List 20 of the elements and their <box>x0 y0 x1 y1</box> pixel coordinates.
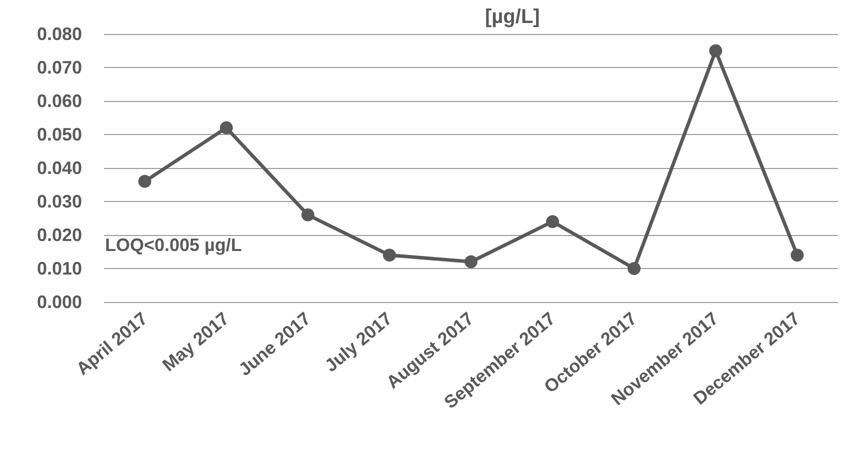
y-tick-label: 0.000 <box>36 292 82 312</box>
y-tick-label: 0.020 <box>36 225 82 245</box>
point <box>220 121 233 134</box>
y-tick-label: 0.060 <box>36 91 82 111</box>
y-tick-label: 0.070 <box>36 58 82 78</box>
point <box>628 262 641 275</box>
point <box>382 248 396 262</box>
point <box>709 44 722 58</box>
point <box>546 215 560 228</box>
chart-title: [µg/L] <box>485 6 540 28</box>
annotation: LOQ<0.005 µg/L <box>105 235 242 255</box>
y-tick-label: 0.040 <box>36 158 82 178</box>
y-tick-label: 0.010 <box>36 258 82 278</box>
point <box>301 208 314 222</box>
point <box>138 174 152 188</box>
y-tick-label: 0.050 <box>36 124 82 144</box>
y-tick-label: 0.080 <box>36 24 82 44</box>
point <box>464 255 478 268</box>
y-tick-label: 0.030 <box>36 192 82 212</box>
point <box>790 248 804 262</box>
